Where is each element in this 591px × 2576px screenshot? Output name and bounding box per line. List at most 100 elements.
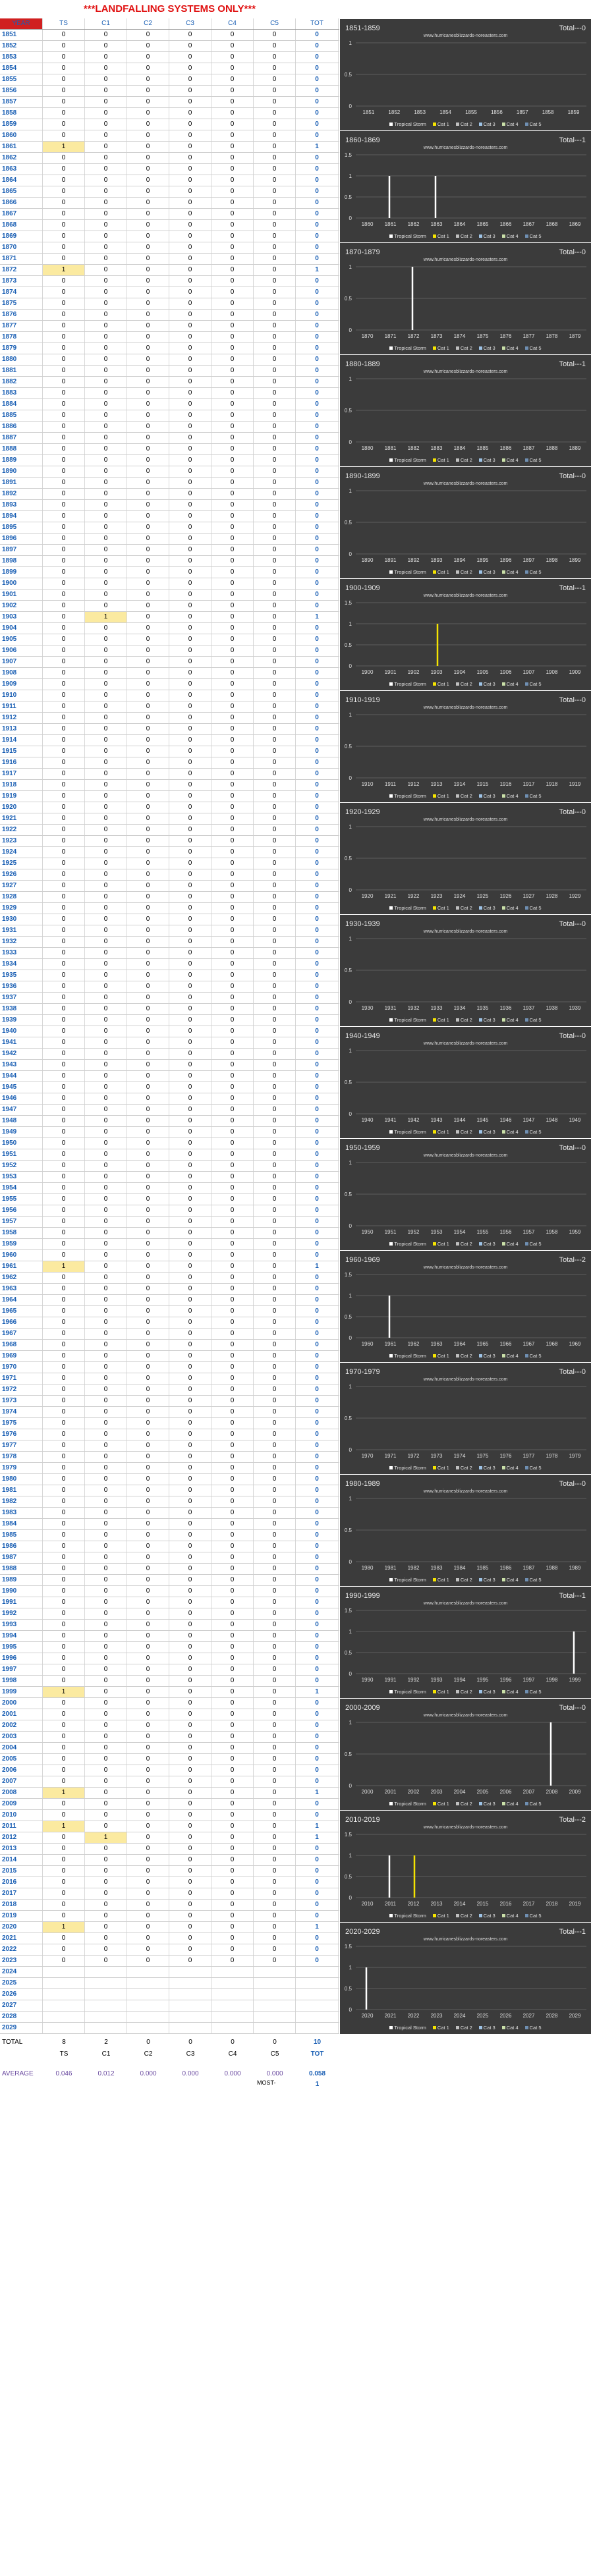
value-cell-ts: 0 — [43, 1888, 85, 1899]
value-cell-tot — [296, 1989, 339, 2000]
value-cell-ts: 0 — [43, 836, 85, 846]
table-row: 1939 0 0 0 0 0 0 0 — [0, 1015, 339, 1026]
value-cell-c1: 0 — [85, 321, 127, 331]
year-cell: 1950 — [0, 1138, 43, 1149]
value-cell-ts: 0 — [43, 813, 85, 824]
value-cell-c2: 0 — [127, 1228, 169, 1238]
x-tick-label: 1967 — [523, 1341, 535, 1347]
value-cell-ts: 0 — [43, 1496, 85, 1507]
year-cell: 1951 — [0, 1149, 43, 1160]
x-tick-label: 1895 — [477, 557, 489, 563]
value-cell-c5: 0 — [254, 668, 296, 678]
value-cell-c1: 0 — [85, 130, 127, 141]
year-cell: 1871 — [0, 254, 43, 264]
year-cell: 2025 — [0, 1978, 43, 1988]
value-cell-c4: 0 — [211, 332, 254, 343]
value-cell-ts: 0 — [43, 701, 85, 712]
chart-total: Total---0 — [559, 1480, 586, 1488]
legend-label: Cat 4 — [506, 1913, 519, 1919]
value-cell-c3: 0 — [169, 623, 211, 634]
y-tick-label: 0.5 — [345, 408, 352, 414]
chart-panel: 0 0.5 1 1.5 1990 1991 1992 1993 1994 1995 1996 1997… — [339, 1586, 591, 1698]
value-cell-c4: 0 — [211, 1172, 254, 1182]
value-cell-c4: 0 — [211, 1485, 254, 1496]
x-tick-label: 2023 — [431, 2013, 443, 2019]
legend-item: Cat 4 — [501, 1577, 519, 1583]
value-cell-c3: 0 — [169, 276, 211, 287]
value-cell-c4: 0 — [211, 1239, 254, 1249]
value-cell-c5: 0 — [254, 366, 296, 376]
value-cell-c5 — [254, 2023, 296, 2033]
year-cell: 1961 — [0, 1261, 43, 1272]
value-cell-c1: 0 — [85, 1944, 127, 1955]
value-cell-c5: 0 — [254, 1138, 296, 1149]
table-row: 1973 0 0 0 0 0 0 0 — [0, 1396, 339, 1407]
value-cell-c4: 0 — [211, 757, 254, 768]
table-row: 1969 0 0 0 0 0 0 0 — [0, 1351, 339, 1362]
value-cell-c2: 0 — [127, 701, 169, 712]
value-cell-tot: 0 — [296, 433, 339, 443]
legend-item: Cat 4 — [501, 2025, 519, 2031]
table-row: 2007 0 0 0 0 0 0 0 — [0, 1776, 339, 1788]
value-cell-c4: 0 — [211, 1105, 254, 1115]
value-cell-c4: 0 — [211, 366, 254, 376]
value-cell-tot: 0 — [296, 175, 339, 186]
value-cell-c1: 0 — [85, 30, 127, 40]
value-cell-c4: 0 — [211, 1217, 254, 1227]
value-cell-tot: 0 — [296, 746, 339, 757]
legend-label: Tropical Storm — [394, 1241, 426, 1247]
legend-item: Cat 5 — [524, 793, 542, 799]
value-cell-ts: 0 — [43, 713, 85, 723]
legend-label: Cat 2 — [460, 345, 472, 351]
value-cell-c1: 0 — [85, 948, 127, 958]
value-cell-c5: 0 — [254, 1709, 296, 1720]
legend-item: Cat 1 — [432, 233, 449, 239]
value-cell-c3: 0 — [169, 948, 211, 958]
year-cell: 1909 — [0, 679, 43, 690]
value-cell-c4: 0 — [211, 970, 254, 981]
legend-swatch-icon — [501, 123, 505, 126]
year-cell: 1984 — [0, 1519, 43, 1529]
value-cell-ts: 0 — [43, 657, 85, 667]
value-cell-c2: 0 — [127, 668, 169, 678]
value-cell-ts: 0 — [43, 119, 85, 130]
value-cell-c1: 0 — [85, 970, 127, 981]
year-cell: 1900 — [0, 578, 43, 589]
value-cell-c4: 0 — [211, 1922, 254, 1932]
y-tick-label: 0 — [349, 999, 352, 1005]
most-row-c4 — [211, 2079, 254, 2091]
value-cell-c2: 0 — [127, 1888, 169, 1899]
table-row: 1935 0 0 0 0 0 0 0 — [0, 970, 339, 981]
y-tick-label: 1.5 — [345, 1272, 352, 1278]
value-cell-c1: 0 — [85, 1452, 127, 1462]
value-cell-tot: 0 — [296, 198, 339, 208]
value-cell-tot: 0 — [296, 1900, 339, 1910]
table-row: 1886 0 0 0 0 0 0 0 — [0, 422, 339, 433]
legend-label: Cat 4 — [506, 121, 519, 127]
chart-total: Total---1 — [559, 1928, 586, 1936]
y-tick-label: 0.5 — [345, 1650, 352, 1656]
legend-label: Tropical Storm — [394, 1577, 426, 1583]
year-cell: 1869 — [0, 231, 43, 242]
value-cell-c1: 0 — [85, 343, 127, 354]
value-cell-ts: 0 — [43, 802, 85, 813]
value-cell-c2: 0 — [127, 1329, 169, 1339]
value-cell-c2: 0 — [127, 1720, 169, 1731]
year-cell: 1878 — [0, 332, 43, 343]
y-tick-label: 1.5 — [345, 1608, 352, 1614]
value-cell-c3: 0 — [169, 142, 211, 152]
table-row: 1861 1 0 0 0 0 0 1 — [0, 142, 339, 153]
totals-row-c3: 0 — [188, 2039, 192, 2046]
chart-legend: Tropical Storm Cat 1 Cat 2 Cat 3 Cat 4 Cat 5 — [340, 1465, 591, 1471]
value-cell-c5: 0 — [254, 623, 296, 634]
chart-panel: 0 0.5 1 1.5 2010 2011 2012 2013 2014 2015 2016 2017… — [339, 1810, 591, 1922]
value-cell-ts: 0 — [43, 41, 85, 51]
x-tick-label: 1981 — [385, 1565, 397, 1571]
chart-title: 1880-1889 — [345, 360, 380, 368]
value-cell-tot: 0 — [296, 1496, 339, 1507]
value-cell-c2: 0 — [127, 1474, 169, 1485]
x-tick-label: 1949 — [569, 1117, 581, 1123]
most-row-ts — [43, 2079, 85, 2091]
x-tick-label: 1931 — [385, 1005, 397, 1011]
value-cell-c3: 0 — [169, 1049, 211, 1059]
